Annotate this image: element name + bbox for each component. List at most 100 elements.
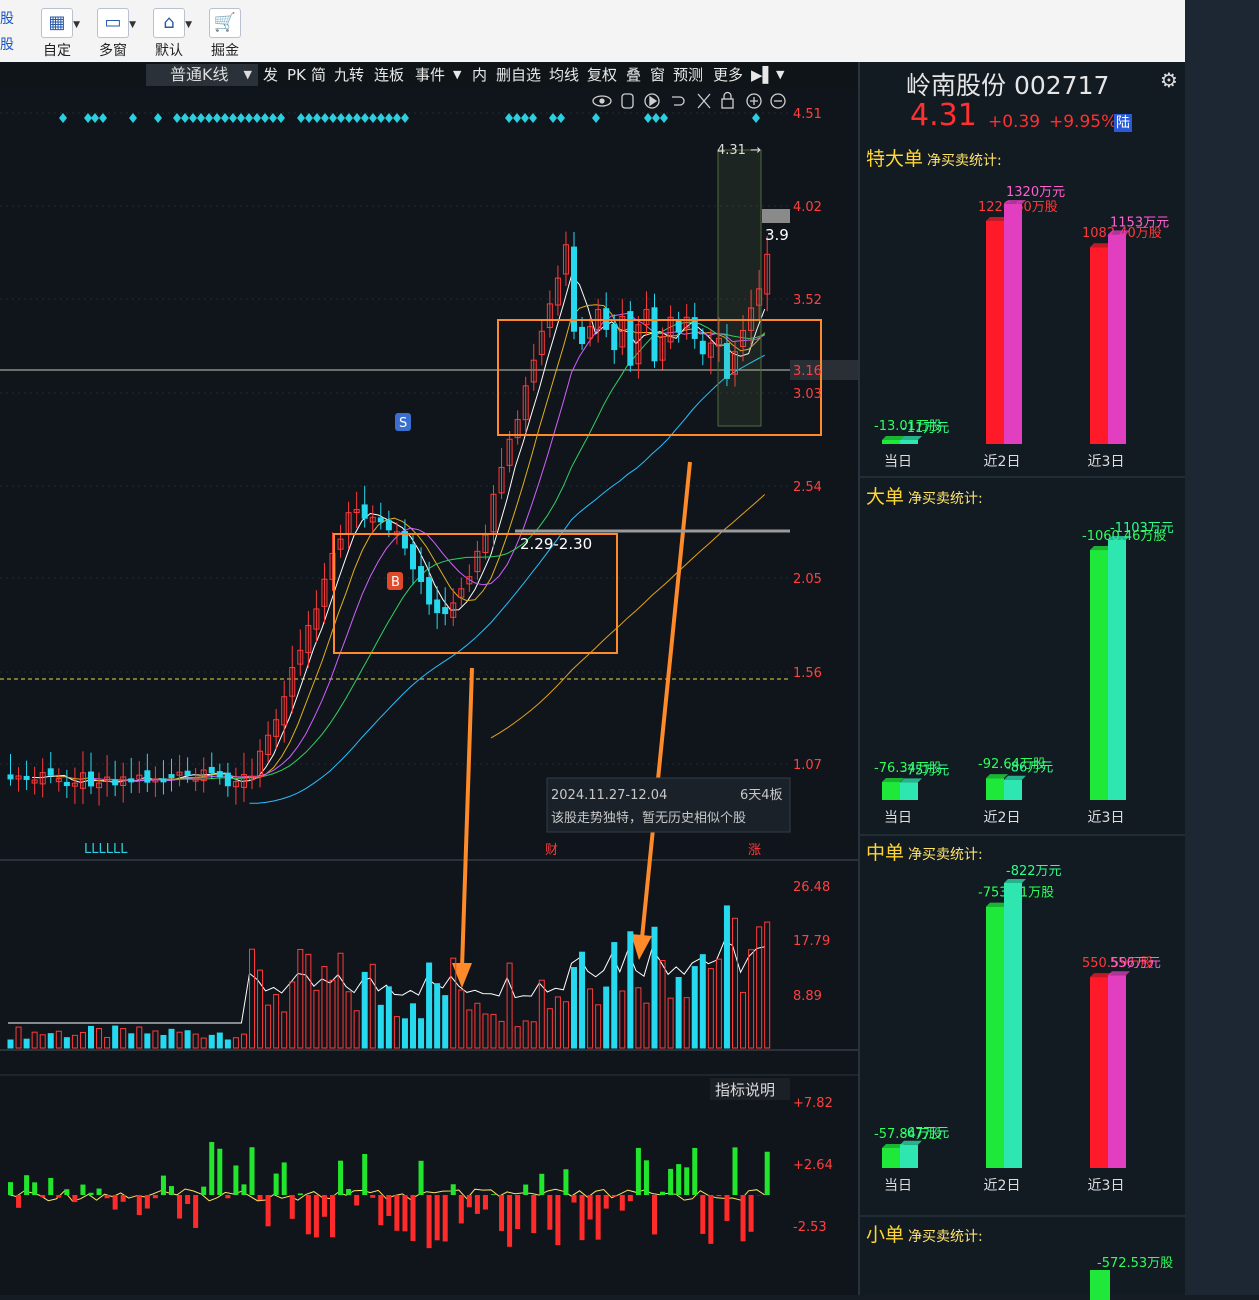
candle-body (676, 321, 681, 332)
chevron-down-icon[interactable]: ▼ (453, 65, 461, 85)
divider (860, 1215, 1187, 1217)
chart-menubar: 普通K线▼ 发 PK 简 九转 连板 事件 ▼ 内 删自选 均线 复权 叠 窗 … (0, 62, 858, 88)
volume-bar (475, 1003, 480, 1048)
menu-item[interactable]: 连板 (374, 65, 404, 85)
candle-body (411, 545, 416, 569)
toolbar-left-label[interactable]: 股 (0, 32, 22, 58)
volume-bar (692, 967, 697, 1048)
candle-body (580, 327, 585, 343)
volume-bar (612, 943, 617, 1048)
menu-item[interactable]: 简 (311, 65, 326, 85)
small-order-bar (1090, 1270, 1110, 1300)
signal-diamond (321, 113, 329, 123)
menu-item[interactable]: 事件 (415, 65, 445, 85)
custom-button[interactable]: ▦▼ 自定 (32, 8, 82, 60)
market-tag-badge: 陆 (1114, 114, 1132, 132)
kline-type-select[interactable]: 普通K线▼ (146, 64, 258, 86)
candle-body (572, 247, 577, 331)
indicator-bar (394, 1195, 399, 1231)
signal-diamond (205, 113, 213, 123)
play-icon[interactable] (645, 94, 659, 108)
signal-diamond (549, 113, 557, 123)
volume-tick-label: 8.89 (793, 989, 822, 1004)
volume-bar (749, 950, 754, 1048)
collapse-panel-icon[interactable]: ▶▌ (751, 65, 774, 85)
indicator-bar (733, 1147, 738, 1195)
category-label: 近3日 (1088, 1178, 1125, 1194)
menu-item[interactable]: 叠 (626, 65, 641, 85)
category-label: 近3日 (1088, 454, 1125, 470)
menu-item[interactable]: 均线 (549, 65, 579, 85)
volume-bar (201, 1038, 206, 1048)
menu-item[interactable]: 删自选 (496, 65, 541, 85)
volume-bar (451, 958, 456, 1048)
signal-diamonds (59, 113, 760, 123)
price-tick-label: 3.03 (793, 387, 822, 402)
zoom-in-icon[interactable] (747, 94, 761, 108)
menu-item[interactable]: 九转 (334, 65, 364, 85)
medium-order-chart: 当日-57.84万股-67万元近2日-753.81万股-822万元近3日550.… (860, 838, 1187, 1218)
indicator-bar (169, 1186, 174, 1195)
signal-diamond (99, 113, 107, 123)
volume-bar (161, 1035, 166, 1048)
eye-icon[interactable] (593, 96, 611, 106)
order-bar-label: -67万元 (902, 1126, 949, 1141)
lock-icon[interactable] (722, 93, 733, 109)
order-bar-top (1004, 776, 1026, 780)
chevron-down-icon[interactable]: ▼ (776, 65, 784, 85)
volume-bar (443, 996, 448, 1048)
volume-bar (668, 998, 673, 1048)
order-bar-top (900, 778, 922, 782)
menu-item[interactable]: 预测 (673, 65, 703, 85)
indicator-bar (370, 1195, 375, 1198)
toolbar-left-label[interactable]: 股 (0, 6, 22, 32)
undo-icon[interactable] (672, 97, 684, 105)
volume-bar (241, 1034, 246, 1048)
multi-window-button[interactable]: ▭▼ 多窗 (88, 8, 138, 60)
indicator-bars (8, 1142, 770, 1248)
hand-icon[interactable] (622, 94, 633, 108)
scissors-icon[interactable] (698, 94, 710, 108)
indicator-bar (427, 1195, 432, 1248)
dig-gold-label: 掘金 (211, 43, 239, 59)
order-bar-label: -1103万元 (1110, 521, 1174, 536)
indicator-bar (378, 1195, 383, 1225)
volume-bar (555, 997, 560, 1048)
dropdown-arrow-icon[interactable]: ▼ (185, 20, 192, 30)
price-change-pct: +9.95% (1049, 112, 1117, 132)
indicator-bar (765, 1152, 770, 1195)
volume-bar (547, 1009, 552, 1048)
gear-icon[interactable]: ⚙ (1160, 68, 1178, 92)
signal-diamond (84, 113, 92, 123)
menu-item[interactable]: 内 (472, 65, 487, 85)
menu-item[interactable]: 复权 (587, 65, 617, 85)
indicator-bar (250, 1147, 255, 1195)
dropdown-arrow-icon[interactable]: ▼ (129, 20, 136, 30)
dropdown-arrow-icon[interactable]: ▼ (73, 20, 80, 30)
multi-window-label: 多窗 (99, 43, 127, 59)
desktop-background (1185, 0, 1259, 1295)
menu-item[interactable]: 发 (263, 65, 278, 85)
zoom-out-icon[interactable] (771, 94, 785, 108)
volume-bar (314, 990, 319, 1048)
candle-body (217, 772, 222, 777)
menu-item[interactable]: 窗 (650, 65, 665, 85)
default-button[interactable]: ⌂▼ 默认 (144, 8, 194, 60)
menu-item[interactable]: 更多 (713, 65, 743, 85)
indicator-bar (636, 1148, 641, 1195)
volume-bar (354, 1011, 359, 1048)
indicator-bar (555, 1195, 560, 1245)
volume-bar (306, 954, 311, 1048)
volume-bar (588, 989, 593, 1048)
volume-bar (419, 1019, 424, 1048)
price-axis: 4.514.023.523.163.032.542.051.561.0726.4… (793, 107, 833, 1235)
signal-diamond (592, 113, 600, 123)
volume-bar (209, 1035, 214, 1048)
menu-item[interactable]: PK (287, 65, 306, 85)
dig-gold-button[interactable]: 🛒 掘金 (200, 8, 250, 60)
volume-bar (217, 1033, 222, 1048)
indicator-bar (459, 1195, 464, 1223)
